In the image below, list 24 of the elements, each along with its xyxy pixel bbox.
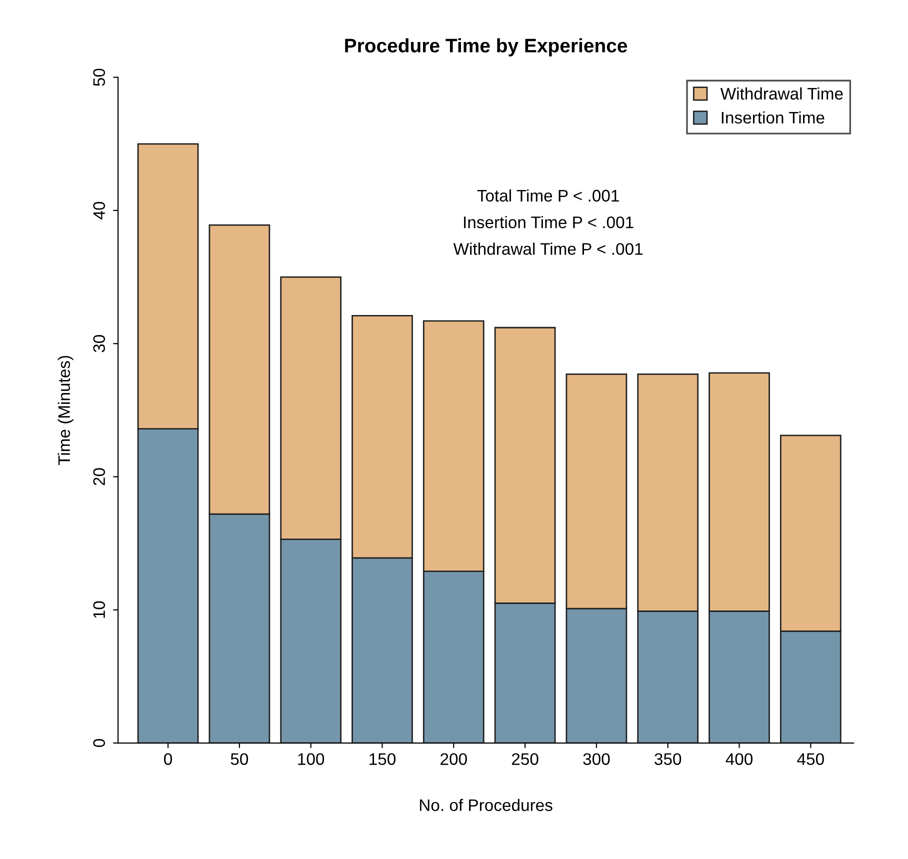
x-tick-label: 400 (726, 753, 753, 765)
y-tick-label: 20 (93, 468, 106, 486)
x-tick-label: 150 (370, 753, 396, 765)
y-tick-label: 10 (93, 601, 106, 618)
annotation: Total Time P < .001 (477, 189, 619, 202)
chart-title: Procedure Time by Experience (345, 38, 628, 56)
x-tick-label: 0 (164, 753, 172, 765)
x-tick-label: 200 (440, 753, 467, 765)
x-tick-label: 450 (797, 753, 824, 765)
y-tick-label: 40 (93, 202, 106, 220)
x-tick-label: 250 (512, 753, 538, 765)
y-tick-label: 50 (93, 68, 106, 86)
legend-label: Withdrawal Time (720, 87, 843, 100)
x-tick-label: 350 (654, 753, 682, 765)
x-axis-title: No. of Procedures (420, 798, 552, 812)
y-tick-label: 30 (93, 334, 106, 352)
x-tick-label: 100 (298, 753, 324, 765)
x-tick-label: 300 (583, 753, 610, 765)
y-tick-label: 0 (93, 739, 106, 748)
legend-label: Insertion Time (722, 111, 824, 124)
x-tick-label: 50 (230, 753, 248, 765)
y-axis-title: Time (Minutes) (58, 356, 74, 466)
annotation: Withdrawal Time P < .001 (453, 242, 643, 255)
annotation: Insertion Time P < .001 (464, 216, 634, 228)
